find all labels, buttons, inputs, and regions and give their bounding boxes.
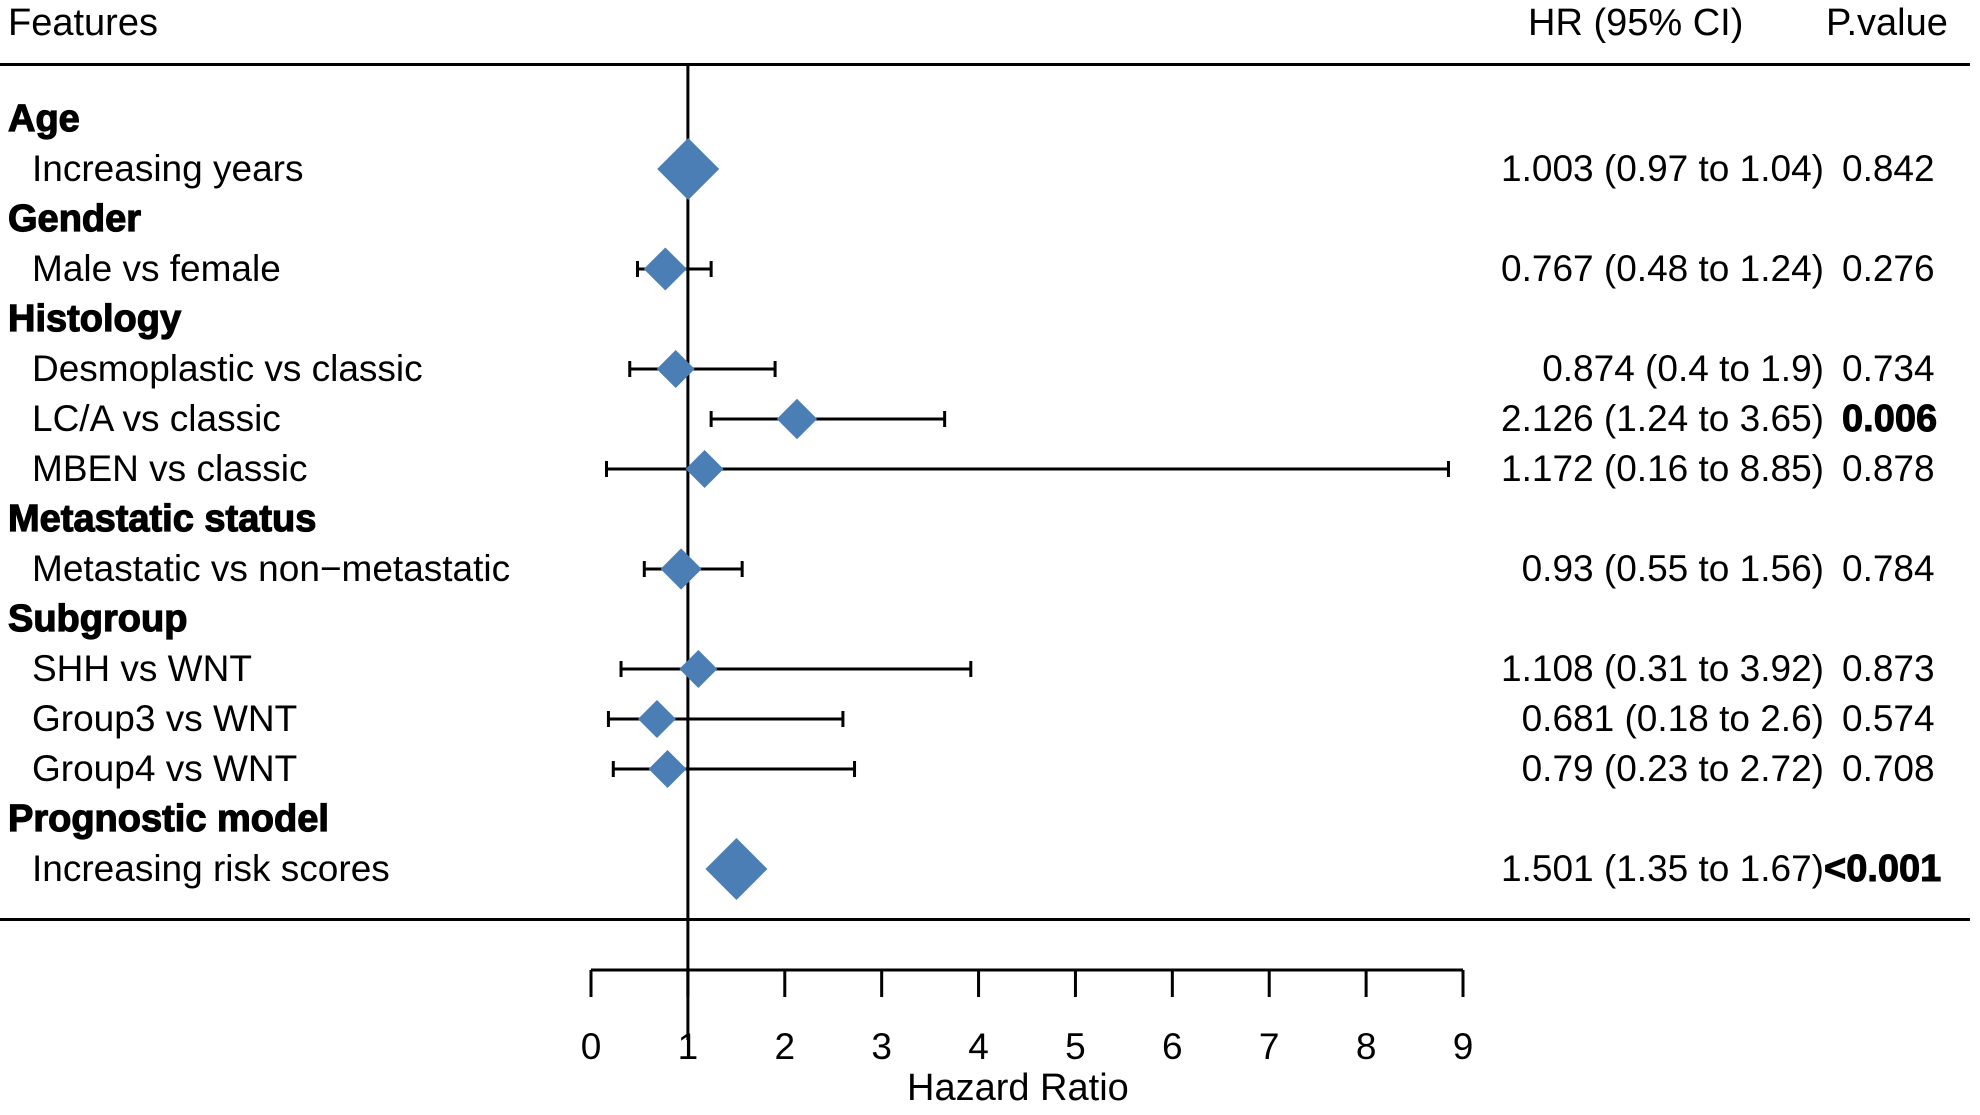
hr-point — [776, 398, 818, 440]
group-row: Gender — [0, 194, 1980, 244]
hr-point — [660, 548, 702, 590]
p-value: 0.708 — [1842, 748, 1935, 789]
item-row: Male vs female 0.767 (0.48 to 1.24) 0.276 — [0, 244, 1980, 294]
feature-label: Male vs female — [32, 248, 281, 289]
feature-label: LC/A vs classic — [32, 398, 281, 439]
hr-ci-value: 0.79 (0.23 to 2.72) — [1521, 748, 1824, 789]
group-label: Metastatic status — [7, 497, 317, 540]
x-tick-label: 0 — [581, 1026, 602, 1067]
item-row: Increasing risk scores 1.501 (1.35 to 1.6… — [0, 844, 1980, 894]
group-label: Histology — [7, 297, 182, 340]
hr-ci-header: HR (95% CI) — [1528, 2, 1744, 44]
p-value: 0.873 — [1842, 648, 1935, 689]
p-value: <0.001 — [1823, 848, 1942, 891]
group-label: Age — [7, 97, 80, 140]
header-rule — [0, 63, 1970, 66]
hr-ci-value: 1.108 (0.31 to 3.92) — [1501, 648, 1824, 689]
item-row: Desmoplastic vs classic 0.874 (0.4 to 1.9… — [0, 344, 1980, 394]
p-value: 0.006 — [1841, 398, 1938, 441]
item-row: Group4 vs WNT 0.79 (0.23 to 2.72) 0.708 — [0, 744, 1980, 794]
hr-ci-value: 0.767 (0.48 to 1.24) — [1501, 248, 1824, 289]
feature-label: Increasing risk scores — [32, 848, 390, 889]
p-value: 0.276 — [1842, 248, 1935, 289]
hr-ci-value: 1.501 (1.35 to 1.67) — [1501, 848, 1824, 889]
x-tick-label: 7 — [1259, 1026, 1280, 1067]
item-row: SHH vs WNT 1.108 (0.31 to 3.92) 0.873 — [0, 644, 1980, 694]
hr-ci-value: 0.874 (0.4 to 1.9) — [1542, 348, 1824, 389]
item-row: MBEN vs classic 1.172 (0.16 to 8.85) 0.878 — [0, 444, 1980, 494]
x-tick-label: 8 — [1356, 1026, 1377, 1067]
p-value: 0.734 — [1842, 348, 1935, 389]
group-row: Subgroup — [0, 594, 1980, 644]
hr-point — [657, 138, 720, 200]
hr-point — [648, 750, 687, 788]
p-value: 0.784 — [1842, 548, 1935, 589]
feature-label: SHH vs WNT — [32, 648, 252, 689]
hr-point — [685, 450, 724, 488]
x-tick-label: 1 — [678, 1026, 699, 1067]
x-tick-label: 5 — [1065, 1026, 1086, 1067]
group-row: Histology — [0, 294, 1980, 344]
x-tick-label: 9 — [1453, 1026, 1474, 1067]
hr-ci-value: 1.003 (0.97 to 1.04) — [1501, 148, 1824, 189]
feature-label: Increasing years — [32, 148, 304, 189]
hr-ci-value: 2.126 (1.24 to 3.65) — [1501, 398, 1824, 439]
feature-label: Group3 vs WNT — [32, 698, 298, 739]
p-value: 0.878 — [1842, 448, 1935, 489]
x-tick-label: 4 — [968, 1026, 989, 1067]
p-value-header: P.value — [1826, 2, 1948, 44]
item-row: Group3 vs WNT 0.681 (0.18 to 2.6) 0.574 — [0, 694, 1980, 744]
hr-point — [656, 350, 695, 388]
feature-label: Desmoplastic vs classic — [32, 348, 423, 389]
group-label: Subgroup — [7, 597, 188, 640]
features-header: Features — [8, 2, 158, 44]
hr-ci-value: 0.681 (0.18 to 2.6) — [1521, 698, 1824, 739]
x-tick-label: 6 — [1162, 1026, 1183, 1067]
feature-label: MBEN vs classic — [32, 448, 308, 489]
x-axis-label: Hazard Ratio — [907, 1067, 1129, 1109]
group-label: Gender — [7, 197, 142, 240]
feature-label: Metastatic vs non−metastatic — [32, 548, 511, 589]
bottom-rule — [0, 918, 1970, 921]
p-value: 0.842 — [1842, 148, 1935, 189]
feature-label: Group4 vs WNT — [32, 748, 298, 789]
group-label: Prognostic model — [7, 797, 329, 840]
item-row: LC/A vs classic 2.126 (1.24 to 3.65) 0.006 — [0, 394, 1980, 444]
group-row: Age — [0, 94, 1980, 144]
group-row: Prognostic model — [0, 794, 1980, 844]
hr-point — [679, 650, 718, 688]
item-row: Increasing years 1.003 (0.97 to 1.04) 0.84… — [0, 144, 1980, 194]
x-tick-label: 2 — [774, 1026, 795, 1067]
item-row: Metastatic vs non−metastatic 0.93 (0.55 t… — [0, 544, 1980, 594]
p-value: 0.574 — [1842, 698, 1935, 739]
x-tick-label: 3 — [871, 1026, 892, 1067]
hr-ci-value: 1.172 (0.16 to 8.85) — [1501, 448, 1824, 489]
hr-point — [643, 247, 687, 291]
hr-point — [705, 838, 768, 900]
hr-ci-value: 0.93 (0.55 to 1.56) — [1521, 548, 1824, 589]
group-row: Metastatic status — [0, 494, 1980, 544]
hr-point — [637, 700, 676, 738]
